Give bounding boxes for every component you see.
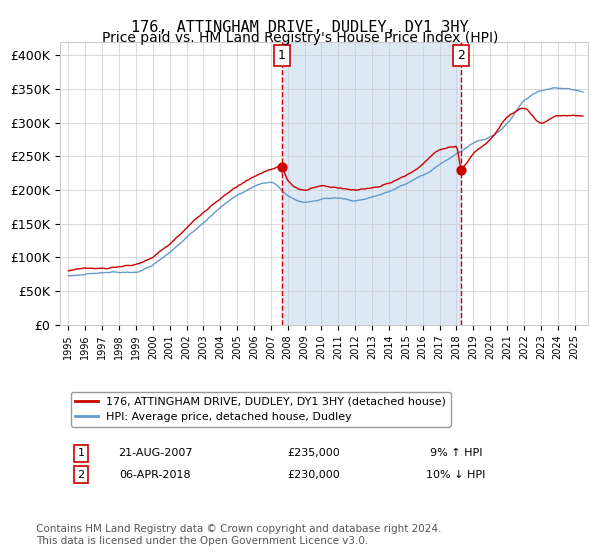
Point bbox=[456, 165, 466, 174]
Text: 1: 1 bbox=[77, 449, 85, 459]
Text: £230,000: £230,000 bbox=[287, 470, 340, 480]
Text: Contains HM Land Registry data © Crown copyright and database right 2024.
This d: Contains HM Land Registry data © Crown c… bbox=[36, 524, 442, 546]
Bar bbox=[282, 42, 461, 325]
Legend: 176, ATTINGHAM DRIVE, DUDLEY, DY1 3HY (detached house), HPI: Average price, deta: 176, ATTINGHAM DRIVE, DUDLEY, DY1 3HY (d… bbox=[71, 392, 451, 427]
Text: £235,000: £235,000 bbox=[287, 449, 340, 459]
Text: 06-APR-2018: 06-APR-2018 bbox=[119, 470, 191, 480]
Text: 2: 2 bbox=[457, 49, 465, 62]
Text: 10% ↓ HPI: 10% ↓ HPI bbox=[427, 470, 485, 480]
Text: Price paid vs. HM Land Registry's House Price Index (HPI): Price paid vs. HM Land Registry's House … bbox=[102, 31, 498, 45]
Text: 21-AUG-2007: 21-AUG-2007 bbox=[118, 449, 192, 459]
Text: 2: 2 bbox=[77, 470, 85, 480]
Point bbox=[277, 162, 287, 171]
Text: 176, ATTINGHAM DRIVE, DUDLEY, DY1 3HY: 176, ATTINGHAM DRIVE, DUDLEY, DY1 3HY bbox=[131, 20, 469, 35]
Text: 9% ↑ HPI: 9% ↑ HPI bbox=[430, 449, 482, 459]
Text: 1: 1 bbox=[278, 49, 286, 62]
